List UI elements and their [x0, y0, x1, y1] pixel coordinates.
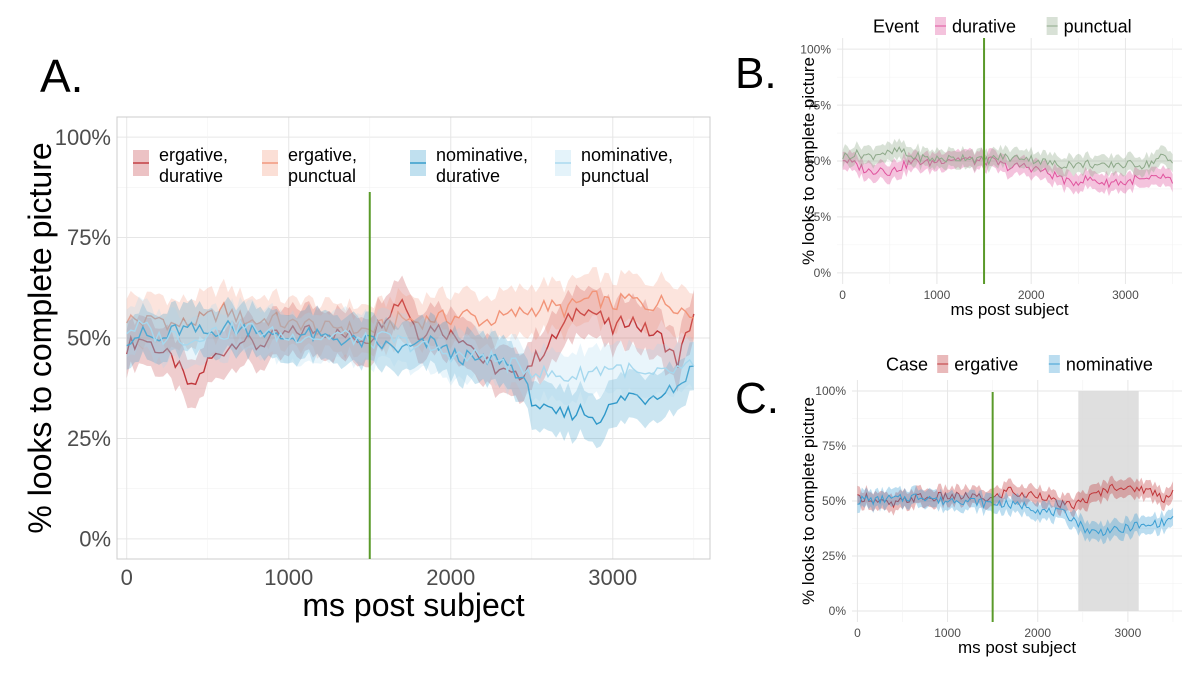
legend-item-1: ergative,durative: [133, 145, 228, 186]
y-tick-label: 25%: [822, 549, 846, 563]
legend-label: durative: [952, 16, 1016, 36]
legend-label: nominative,: [581, 145, 673, 165]
series-line: [126, 319, 695, 383]
series-line: [842, 146, 1173, 170]
series-1: [842, 147, 1174, 197]
legend-label: ergative,: [159, 145, 228, 165]
x-tick-label: 3000: [588, 565, 637, 590]
y-axis-title: % looks to complete picture: [799, 57, 818, 265]
ribbon: [126, 267, 694, 359]
y-axis-title: % looks to complete picture: [22, 142, 58, 533]
chart-panel-3: C. 0% 25% 50% 75% 100% 0 1000 2000 3000 ms post su…: [735, 354, 1182, 657]
y-tick-label: 75%: [807, 98, 831, 112]
chart-panel-1: A. 0% 25% 50% 75% 100% 0 1000 2000 3000 ms post su…: [22, 50, 711, 623]
x-tick-label: 3000: [1115, 626, 1142, 640]
y-tick-label: 50%: [67, 326, 111, 351]
legend-item-4: nominative,punctual: [555, 145, 673, 186]
x-tick-label: 2000: [1024, 626, 1051, 640]
legend-label: ergative,: [288, 145, 357, 165]
y-tick-label: 50%: [822, 494, 846, 508]
legend-label: punctual: [288, 166, 356, 186]
legend-label: nominative,: [436, 145, 528, 165]
ribbon: [126, 275, 694, 409]
ribbon: [857, 475, 1173, 518]
series-3: [126, 296, 694, 449]
y-tick-label: 75%: [67, 225, 111, 250]
panel-border: [116, 116, 711, 560]
series-line: [126, 290, 694, 337]
legend-label: punctual: [581, 166, 649, 186]
ribbon: [126, 296, 694, 449]
x-axis-title: ms post subject: [950, 300, 1068, 319]
legend-item-2: nominative: [1048, 354, 1153, 374]
x-tick-label: 2000: [426, 565, 475, 590]
shaded-region: [1078, 391, 1139, 611]
y-tick-label: 100%: [55, 125, 111, 150]
legend-label: nominative: [1066, 354, 1153, 374]
legend-item-2: punctual: [1046, 16, 1132, 36]
legend-item-1: durative: [935, 16, 1016, 36]
y-tick-label: 25%: [807, 210, 831, 224]
y-tick-label: 75%: [822, 439, 846, 453]
x-axis-title: ms post subject: [302, 587, 524, 623]
ribbon: [842, 147, 1173, 197]
y-tick-label: 0%: [829, 604, 847, 618]
x-tick-label: 0: [839, 288, 846, 302]
series-2: [842, 138, 1173, 178]
panel-letter: A.: [40, 50, 83, 102]
legend-label: punctual: [1064, 16, 1132, 36]
panel-letter: C.: [735, 374, 779, 423]
panel-letter: B.: [735, 49, 777, 98]
x-tick-label: 1000: [264, 565, 313, 590]
series-line: [842, 155, 1174, 189]
x-tick-label: 3000: [1112, 288, 1139, 302]
legend-item-3: nominative,durative: [410, 145, 528, 186]
legend-title: Case: [886, 354, 928, 374]
y-tick-label: 0%: [814, 266, 832, 280]
legend-title: Event: [873, 16, 919, 36]
series-1: [857, 475, 1174, 518]
series-2: [126, 267, 694, 359]
chart-panel-2: B. 0% 25% 50% 75% 100% 0 1000 2000 3000 ms post su…: [735, 16, 1182, 319]
y-axis-title: % looks to complete picture: [799, 397, 818, 605]
series-line: [857, 493, 1174, 537]
y-tick-label: 100%: [815, 384, 846, 398]
x-axis-title: ms post subject: [958, 638, 1076, 657]
series-line: [126, 319, 694, 426]
x-tick-label: 0: [854, 626, 861, 640]
legend-item-2: ergative,punctual: [262, 145, 357, 186]
legend-item-1: ergative: [937, 354, 1018, 374]
y-tick-label: 0%: [79, 527, 111, 552]
x-tick-label: 0: [121, 565, 133, 590]
legend-label: durative: [159, 166, 223, 186]
legend-label: ergative: [954, 354, 1018, 374]
y-tick-label: 100%: [800, 42, 831, 56]
x-tick-label: 1000: [924, 288, 951, 302]
series-2: [857, 485, 1174, 545]
y-tick-label: 25%: [67, 426, 111, 451]
legend: ergative,durativeergative,punctualnomina…: [133, 145, 673, 186]
y-tick-label: 50%: [807, 154, 831, 168]
ribbon: [842, 138, 1173, 178]
legend: Case ergative nominative: [886, 354, 1153, 374]
x-tick-label: 2000: [1018, 288, 1045, 302]
legend: Event durative punctual: [873, 16, 1132, 36]
series-4: [126, 296, 695, 406]
legend-label: durative: [436, 166, 500, 186]
x-tick-label: 1000: [934, 626, 961, 640]
series-line: [857, 483, 1174, 510]
